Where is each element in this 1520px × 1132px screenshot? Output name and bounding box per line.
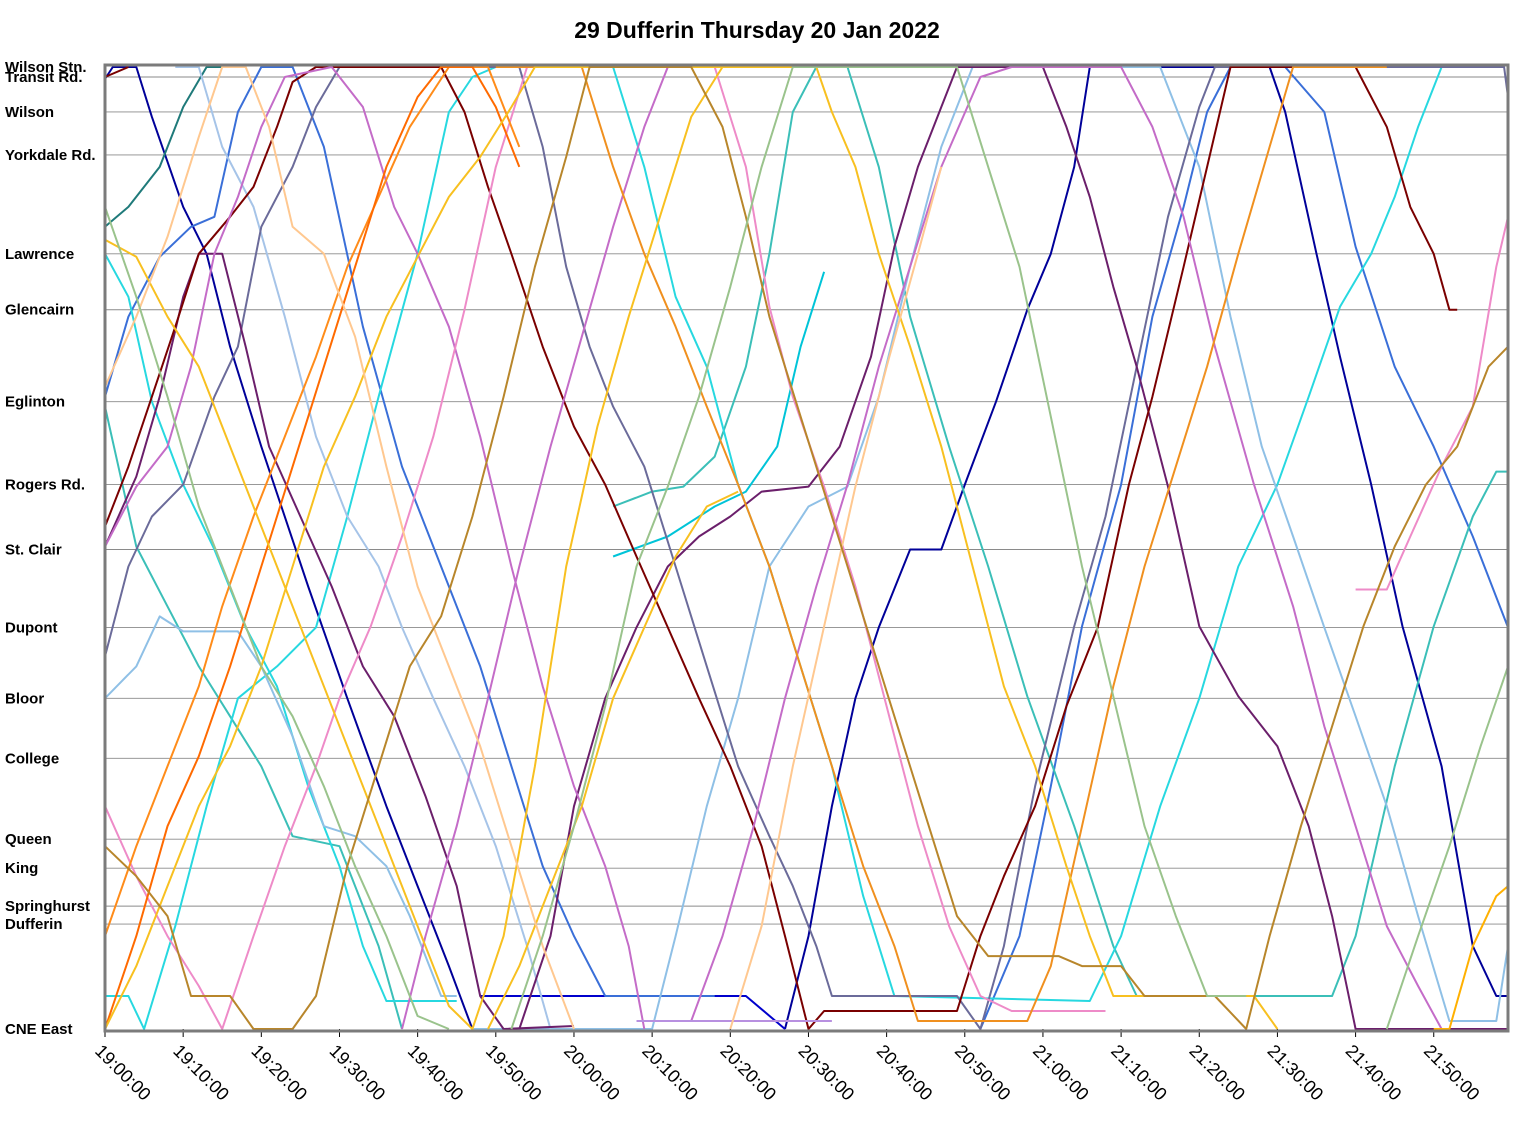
x-tick-label: 21:40:00	[1342, 1041, 1406, 1105]
trip-line-36	[1433, 885, 1509, 1030]
stop-label-eglinton: Eglinton	[5, 394, 65, 411]
x-tick-label: 19:50:00	[482, 1041, 546, 1105]
x-tick-label: 20:10:00	[638, 1041, 702, 1105]
trip-line-34	[729, 166, 943, 1030]
trip-line-8	[612, 66, 1508, 997]
trip-line-7	[104, 406, 403, 1030]
stop-label-springhurst: Springhurst	[5, 898, 90, 915]
x-tick-label: 20:00:00	[560, 1041, 624, 1105]
trip-line-33	[104, 66, 575, 1030]
stop-axis-labels: Wilson Stn.Transit Rd. Wilson Yorkdale Rd.…	[5, 59, 96, 1038]
stop-label-yorkdale-rd: Yorkdale Rd.	[5, 147, 96, 164]
trip-lines	[104, 66, 1509, 1030]
x-tick-label: 20:50:00	[951, 1041, 1015, 1105]
x-tick-label: 19:00:00	[91, 1041, 155, 1105]
stop-label-cne-east: CNE East	[5, 1021, 73, 1038]
trip-line-6	[104, 66, 223, 228]
x-tick-label: 21:30:00	[1264, 1041, 1328, 1105]
trip-line-28	[104, 66, 521, 1030]
trip-line-29	[495, 66, 1387, 1022]
stop-label-king: King	[5, 860, 38, 877]
trip-line-37	[104, 206, 450, 1030]
trip-line-4	[104, 66, 715, 997]
trip-line-35	[104, 66, 1509, 1030]
trip-line-3	[480, 995, 786, 1030]
x-tick-label: 19:20:00	[247, 1041, 311, 1105]
x-tick-label: 19:40:00	[404, 1041, 468, 1105]
time-axis-labels: 19:00:00 19:10:00 19:20:00 19:30:00 19:40:00…	[91, 1029, 1484, 1105]
trip-line-18	[104, 66, 129, 78]
x-tick-label: 21:50:00	[1420, 1041, 1484, 1105]
trip-line-15	[104, 66, 1509, 1030]
plot-frame	[103, 63, 1510, 1033]
trip-line-25	[713, 66, 1106, 1012]
chart-title: 29 Dufferin Thursday 20 Jan 2022	[574, 17, 940, 43]
stop-label-rogers-rd: Rogers Rd.	[5, 477, 85, 494]
x-tick-label: 19:10:00	[169, 1041, 233, 1105]
stop-label-st-clair: St. Clair	[5, 541, 62, 558]
trip-line-38	[510, 66, 1247, 1030]
trip-line-27	[104, 66, 521, 937]
x-tick-label: 21:10:00	[1107, 1041, 1171, 1105]
trip-line-22	[401, 66, 669, 1030]
stop-label-college: College	[5, 750, 59, 767]
trip-line-31	[104, 66, 1279, 1030]
trip-line-19	[104, 66, 1458, 1030]
trip-line-39	[1385, 666, 1509, 1030]
trip-line-9	[104, 253, 457, 1002]
stop-label-glencairn: Glencairn	[5, 302, 74, 319]
x-tick-label: 20:40:00	[873, 1041, 937, 1105]
stop-label-dupont: Dupont	[5, 619, 57, 636]
trip-line-12	[104, 615, 457, 997]
stop-label-lawrence: Lawrence	[5, 246, 74, 263]
x-tick-label: 20:30:00	[795, 1041, 859, 1105]
trip-line-21	[690, 66, 1443, 1030]
trip-line-20	[104, 66, 646, 1030]
x-tick-label: 19:30:00	[326, 1041, 390, 1105]
trip-line-17	[518, 66, 1508, 1030]
x-tick-label: 21:00:00	[1029, 1041, 1093, 1105]
stop-label-transit-rd: Transit Rd.	[5, 69, 83, 86]
trip-line-1	[104, 66, 474, 1030]
stop-label-bloor: Bloor	[5, 690, 44, 707]
stop-label-dufferin: Dufferin	[5, 916, 63, 933]
stop-label-wilson: Wilson	[5, 104, 54, 121]
trip-line-30	[104, 66, 724, 1030]
x-tick-label: 21:20:00	[1185, 1041, 1249, 1105]
x-tick-label: 20:20:00	[716, 1041, 780, 1105]
trip-line-2	[784, 66, 1508, 1030]
stop-label-queen: Queen	[5, 831, 52, 848]
trip-line-11	[612, 271, 826, 558]
stop-label-wilson-stn: Wilson Stn.	[5, 59, 87, 76]
trip-line-14	[175, 66, 552, 1030]
trip-line-32	[487, 490, 739, 1030]
